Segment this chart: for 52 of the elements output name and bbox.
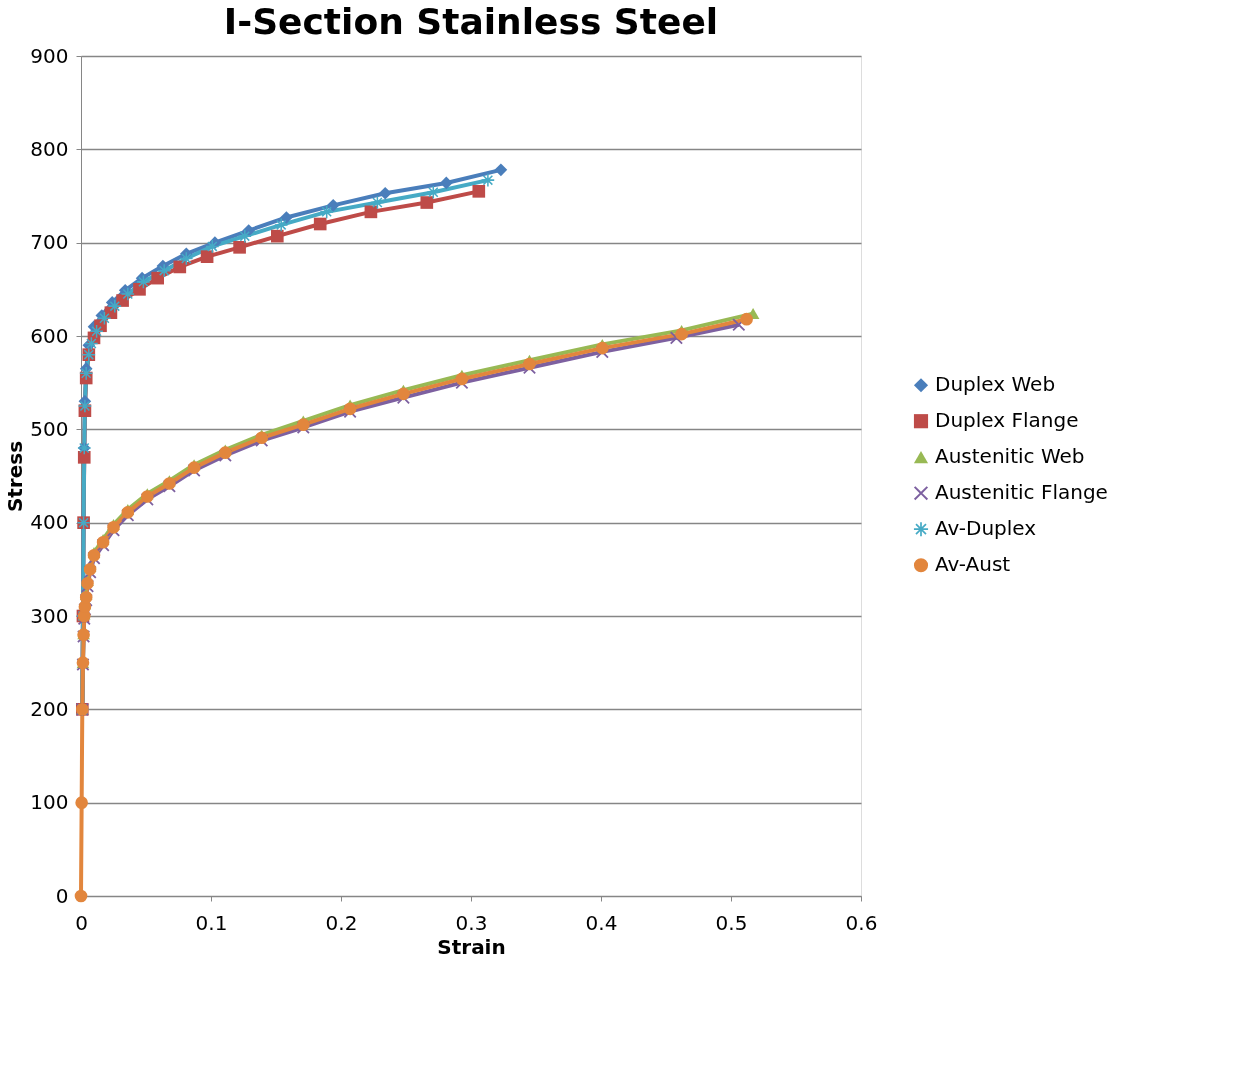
legend-label: Av-Aust (935, 552, 1011, 577)
x-axis-title: Strain (437, 934, 506, 959)
point (108, 299, 122, 313)
y-tick-label: 400 (30, 510, 69, 535)
legend-label: Austenitic Web (935, 444, 1085, 469)
point (200, 250, 214, 263)
chart-title: I-Section Stainless Steel (223, 1, 719, 42)
point (77, 451, 91, 464)
point (481, 173, 495, 187)
point (270, 229, 284, 243)
point (595, 341, 609, 355)
y-tick-label: 800 (30, 136, 69, 161)
x-tick-label: 0 (75, 910, 88, 935)
legend-label: Duplex Flange (935, 408, 1079, 433)
y-tick-label: 600 (30, 323, 69, 348)
y-tick-label: 100 (30, 790, 69, 815)
x-tick-label: 0.4 (585, 910, 618, 935)
point (151, 271, 165, 285)
point (494, 163, 508, 177)
x-tick-label: 0.6 (845, 910, 878, 935)
point (364, 205, 378, 219)
point (326, 199, 340, 212)
point (238, 229, 252, 243)
point (274, 218, 288, 232)
point (740, 312, 753, 326)
point (313, 217, 327, 231)
point (378, 186, 392, 200)
x-tick-label: 0.3 (455, 910, 488, 935)
legend-label: Duplex Web (935, 372, 1056, 397)
y-tick-label: 200 (30, 696, 69, 721)
point (455, 372, 469, 386)
y-tick-label: 900 (30, 43, 69, 68)
x-tick-label: 0.2 (325, 910, 358, 935)
legend-label: Av-Duplex (935, 516, 1037, 541)
y-tick-label: 300 (30, 603, 69, 628)
point (675, 327, 688, 341)
x-tick-label: 0.5 (715, 910, 748, 935)
point (173, 260, 187, 274)
point (121, 287, 135, 301)
legend-label: Austenitic Flange (935, 480, 1108, 505)
point (420, 196, 434, 209)
point (439, 176, 453, 190)
point (523, 357, 536, 371)
y-tick-label: 500 (30, 416, 69, 441)
point (78, 399, 92, 413)
point (397, 387, 410, 401)
point (74, 889, 88, 903)
x-tick-label: 0.1 (195, 910, 228, 935)
y-tick-label: 0 (55, 883, 69, 908)
point (472, 185, 486, 198)
y-tick-label: 700 (30, 230, 69, 255)
y-axis-title: Stress (3, 440, 28, 513)
